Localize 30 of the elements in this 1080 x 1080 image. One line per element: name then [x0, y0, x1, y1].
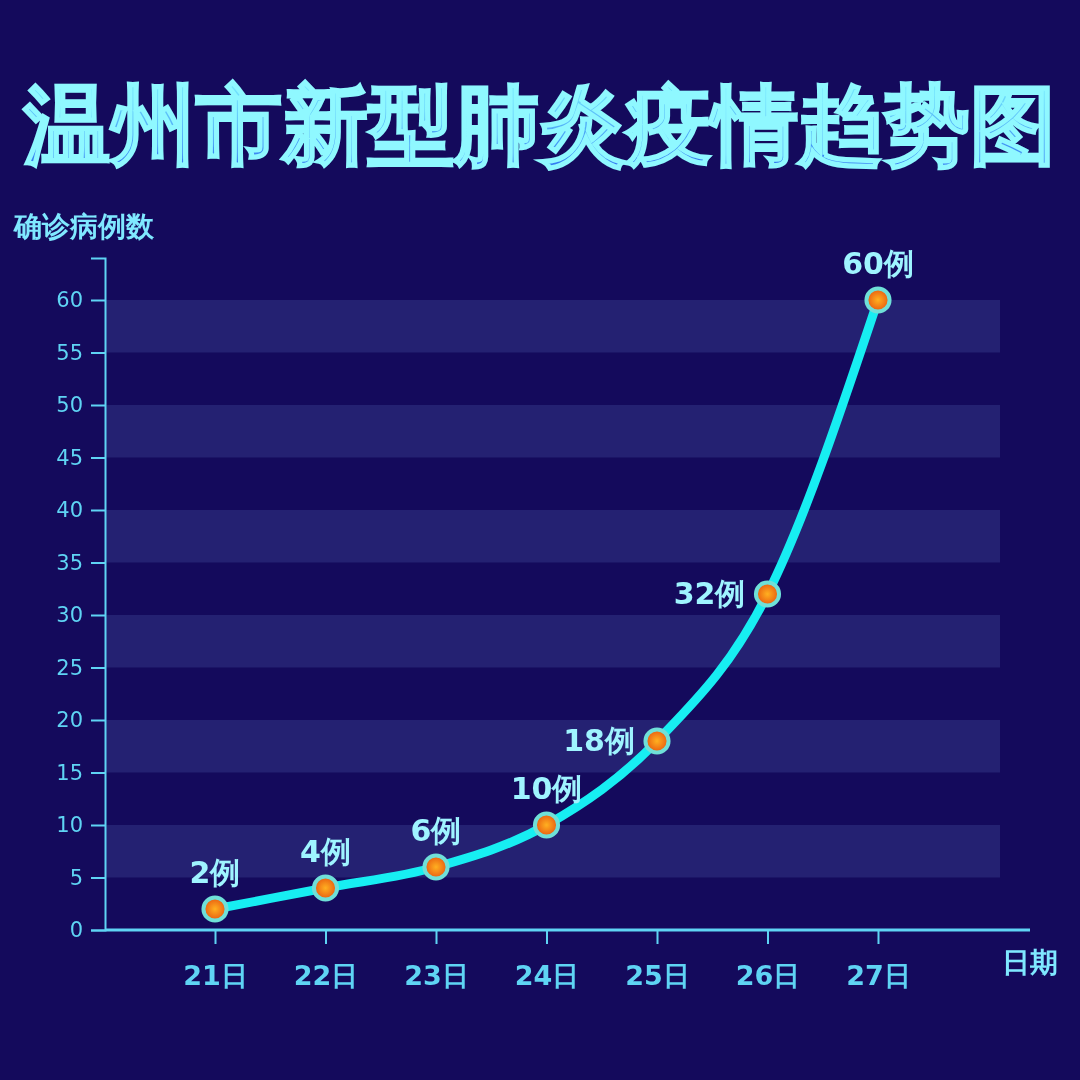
x-axis-title: 日期 [1002, 946, 1058, 979]
y-tick-label: 15 [56, 760, 83, 785]
y-tick-label: 40 [56, 498, 83, 523]
x-tick-label: 26日 [735, 960, 801, 992]
y-tick-label: 50 [56, 393, 83, 418]
x-tick-label: 23日 [404, 960, 469, 992]
chart-title: 温州市新型肺炎疫情趋势图 [23, 75, 1056, 175]
x-tick-label: 24日 [514, 960, 580, 992]
data-label: 60例 [842, 246, 914, 281]
y-tick-label: 0 [69, 918, 83, 943]
x-tick-label: 22日 [293, 960, 359, 992]
data-label: 4例 [300, 834, 351, 869]
y-tick-label: 45 [56, 445, 83, 470]
y-tick-label: 10 [56, 813, 83, 838]
y-axis-title: 确诊病例数 [13, 210, 155, 243]
y-tick-label: 35 [56, 550, 83, 575]
data-label: 32例 [673, 576, 746, 611]
data-label: 10例 [510, 771, 583, 806]
data-label: 2例 [189, 855, 241, 890]
y-tick-label: 30 [56, 603, 83, 628]
x-tick-label: 25日 [625, 960, 690, 992]
data-label: 6例 [410, 813, 462, 848]
x-tick-label: 21日 [183, 960, 248, 992]
y-tick-label: 5 [69, 865, 83, 890]
data-label: 18例 [563, 723, 635, 758]
y-tick-label: 25 [56, 655, 83, 680]
y-tick-label: 55 [56, 340, 83, 365]
x-tick-label: 27日 [846, 960, 911, 992]
y-tick-label: 60 [56, 288, 83, 313]
y-tick-label: 20 [56, 708, 83, 733]
